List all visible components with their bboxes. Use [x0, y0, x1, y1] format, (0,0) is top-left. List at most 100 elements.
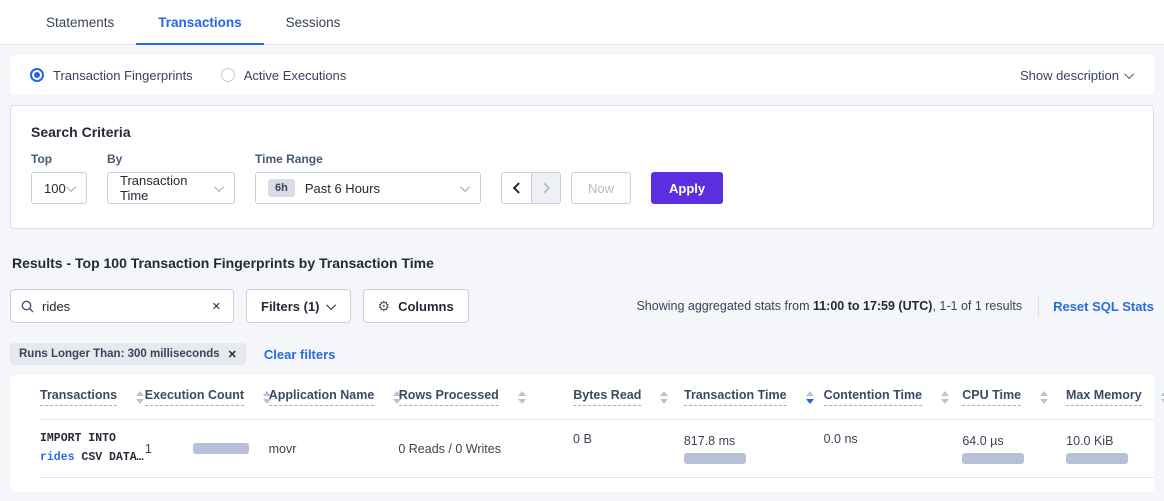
sort-icon[interactable]	[136, 390, 145, 404]
sort-icon[interactable]	[660, 390, 669, 404]
sql-line2-rest: CSV DATA…	[74, 450, 144, 464]
transaction-time-value: 817.8 ms	[683, 433, 736, 448]
chevron-down-icon	[66, 181, 77, 192]
sort-icon[interactable]	[393, 390, 402, 404]
search-icon	[21, 300, 34, 312]
results-search-box[interactable]: ✕	[10, 289, 234, 323]
max-memory-value: 10.0 KiB	[1066, 433, 1114, 448]
top-field: Top 100	[31, 152, 87, 204]
header-label: Bytes Read	[573, 388, 642, 406]
header-label: Execution Count	[144, 388, 245, 406]
reset-sql-stats-link[interactable]: Reset SQL Stats	[1053, 298, 1154, 314]
sort-icon[interactable]	[1040, 390, 1049, 404]
clear-filters-link[interactable]: Clear filters	[263, 346, 336, 362]
top-select-value: 100	[44, 180, 66, 196]
header-application-name[interactable]: Application Name	[268, 388, 402, 406]
radio-selected-icon[interactable]	[30, 68, 44, 82]
by-label: By	[107, 152, 123, 166]
tab-statements[interactable]: Statements	[46, 15, 115, 30]
header-max-memory[interactable]: Max Memory	[1066, 388, 1164, 406]
sql-line2: rides CSV DATA…	[40, 449, 145, 468]
time-range-arrows	[501, 172, 561, 204]
radio-unselected-icon[interactable]	[220, 68, 235, 82]
now-button[interactable]: Now	[571, 172, 632, 204]
table-row: IMPORT INTO rides CSV DATA… 1 movr 0 Rea…	[40, 420, 1154, 478]
results-heading: Results - Top 100 Transaction Fingerprin…	[12, 255, 434, 271]
header-rows-processed[interactable]: Rows Processed	[398, 388, 574, 406]
filter-chip[interactable]: Runs Longer Than: 300 milliseconds ✕	[10, 343, 246, 365]
columns-button-label: Columns	[398, 298, 454, 314]
time-range-prev-button[interactable]	[502, 173, 531, 203]
show-description-toggle[interactable]: Show description	[1020, 68, 1135, 83]
sql-statement: IMPORT INTO rides CSV DATA…	[40, 430, 145, 468]
chevron-down-icon	[1124, 68, 1135, 79]
header-label: Max Memory	[1066, 388, 1142, 406]
execution-count-value: 1	[144, 441, 152, 456]
time-range-field: Time Range 6h Past 6 Hours	[255, 152, 481, 204]
header-contention-time[interactable]: Contention Time	[823, 388, 963, 406]
cell-bytes-read: 0 B	[573, 432, 592, 446]
time-range-select[interactable]: 6h Past 6 Hours	[255, 172, 481, 204]
table-header-row: Transactions Execution Count Application…	[40, 375, 1164, 420]
radio-active-executions[interactable]: Active Executions	[220, 68, 346, 83]
cell-transaction[interactable]: IMPORT INTO rides CSV DATA…	[40, 430, 145, 468]
chevron-down-icon	[460, 181, 471, 192]
cpu-time-value: 64.0 µs	[962, 433, 1004, 448]
header-label: Rows Processed	[398, 388, 499, 406]
chevron-right-icon	[538, 182, 551, 194]
radio-transaction-fingerprints[interactable]: Transaction Fingerprints	[30, 68, 193, 83]
header-cpu-time[interactable]: CPU Time	[962, 388, 1066, 406]
header-transactions[interactable]: Transactions	[40, 388, 145, 406]
header-label: Transaction Time	[684, 388, 787, 406]
by-select-value: Transaction Time	[120, 173, 188, 203]
header-label: Contention Time	[823, 388, 923, 406]
sort-icon[interactable]	[1160, 390, 1164, 404]
time-range-next-button[interactable]	[531, 173, 560, 203]
chevron-down-icon	[325, 299, 336, 310]
header-label: CPU Time	[962, 388, 1022, 406]
transaction-time-bar	[683, 452, 746, 464]
apply-button[interactable]: Apply	[651, 172, 724, 204]
cell-cpu-time: 64.0 µs	[962, 434, 1066, 464]
header-label: Application Name	[268, 388, 375, 406]
aggregated-stats-text: Showing aggregated stats from 11:00 to 1…	[636, 299, 1022, 313]
stats-suffix: , 1-1 of 1 results	[932, 299, 1023, 313]
results-toolbar: ✕ Filters (1) ⚙ Columns Showing aggregat…	[10, 289, 1154, 323]
sort-icon[interactable]	[941, 390, 950, 404]
page-content: Transaction Fingerprints Active Executio…	[0, 55, 1164, 492]
cell-application-name: movr	[268, 441, 297, 456]
results-search-input[interactable]	[42, 298, 210, 314]
tab-transactions[interactable]: Transactions	[136, 3, 264, 45]
remove-filter-icon[interactable]: ✕	[227, 348, 237, 361]
max-memory-bar	[1066, 452, 1129, 464]
vertical-divider	[1038, 295, 1040, 317]
search-criteria-title: Search Criteria	[31, 124, 131, 140]
cell-transaction-time: 817.8 ms	[683, 433, 824, 464]
sort-icon[interactable]	[517, 390, 526, 404]
by-select[interactable]: Transaction Time	[107, 172, 235, 204]
sql-line1: IMPORT INTO	[40, 431, 116, 445]
filters-button[interactable]: Filters (1)	[246, 289, 351, 323]
cell-rows-processed: 0 Reads / 0 Writes	[398, 441, 501, 456]
by-field: By Transaction Time	[107, 152, 235, 204]
stats-range: 11:00 to 17:59 (UTC)	[812, 299, 933, 313]
columns-button[interactable]: ⚙ Columns	[362, 289, 469, 323]
cell-max-memory: 10.0 KiB	[1066, 434, 1154, 464]
clear-search-icon[interactable]: ✕	[211, 300, 221, 313]
tab-sessions[interactable]: Sessions	[285, 15, 341, 30]
time-range-value: Past 6 Hours	[304, 180, 380, 196]
sort-desc-icon[interactable]	[805, 390, 814, 404]
header-execution-count[interactable]: Execution Count	[144, 388, 272, 406]
top-select[interactable]: 100	[31, 172, 87, 204]
header-bytes-read[interactable]: Bytes Read	[573, 388, 684, 406]
sort-icon[interactable]	[263, 390, 272, 404]
filter-chip-label: Runs Longer Than: 300 milliseconds	[19, 348, 220, 360]
page-tabbar: Statements Transactions Sessions	[0, 0, 1164, 45]
radio-label: Transaction Fingerprints	[53, 67, 193, 83]
stats-prefix: Showing aggregated stats from	[636, 299, 813, 313]
view-mode-bar: Transaction Fingerprints Active Executio…	[10, 55, 1154, 95]
results-table: Transactions Execution Count Application…	[10, 375, 1164, 492]
execution-count-bar	[192, 443, 249, 454]
filter-chip-row: Runs Longer Than: 300 milliseconds ✕ Cle…	[10, 343, 1154, 365]
header-transaction-time[interactable]: Transaction Time	[684, 388, 824, 406]
